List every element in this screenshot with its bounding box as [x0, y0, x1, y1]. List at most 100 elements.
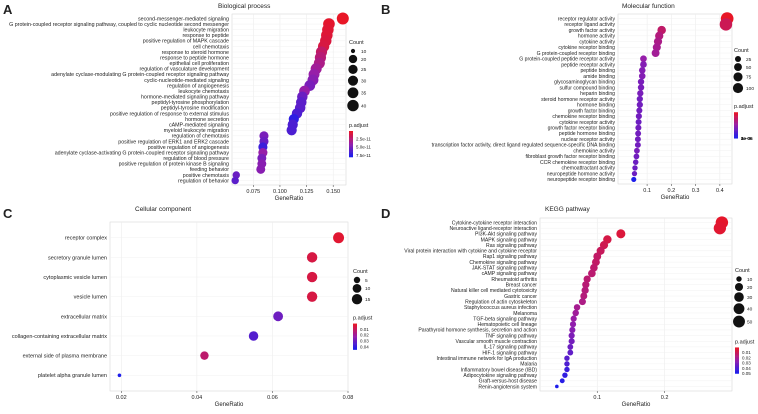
x-tick-label: 0.08 — [343, 395, 354, 401]
size-legend-dot — [736, 276, 742, 282]
size-legend-label: 30 — [361, 78, 367, 84]
color-legend-bar — [735, 359, 739, 361]
color-legend-bar — [353, 326, 357, 329]
color-legend-bar — [734, 126, 738, 128]
size-legend-dot — [732, 82, 744, 94]
color-legend-label: 5.0e-11 — [356, 145, 371, 150]
category-label: collagen-containing extracellular matrix — [12, 334, 107, 340]
color-legend-bar — [353, 327, 357, 330]
panel-d: D KEGG pathway Cytokine-cytokine receptor … — [381, 206, 755, 408]
color-legend-bar — [734, 127, 738, 129]
color-legend-bar — [734, 128, 738, 130]
x-tick-label: 0.06 — [267, 395, 278, 401]
category-label: epithelial cell proliferation — [170, 61, 230, 67]
data-point — [200, 351, 209, 360]
panel-letter: C — [3, 206, 13, 221]
color-legend-bar — [735, 356, 739, 358]
color-legend-bar — [735, 370, 739, 372]
color-legend-bar — [349, 143, 353, 146]
data-point — [633, 153, 640, 160]
size-legend-title: Count — [349, 40, 364, 46]
color-legend-bar — [734, 125, 738, 127]
category-label: regulation of blood pressure — [163, 156, 229, 162]
category-label: positive regulation of MAPK cascade — [143, 39, 229, 45]
size-legend-label: 40 — [361, 103, 367, 109]
data-point — [562, 372, 568, 378]
category-label: response to peptide hormone — [160, 55, 229, 61]
category-label: peptide hormone binding — [559, 131, 615, 137]
color-legend-bar — [353, 335, 357, 337]
panel-letter: B — [381, 2, 390, 17]
size-legend-label: 35 — [361, 91, 367, 97]
data-point — [567, 349, 574, 356]
color-legend-label: 7.5e-11 — [356, 153, 371, 158]
size-legend-label: 10 — [361, 49, 367, 55]
category-label: Inflammatory bowel disease (IBD) — [461, 367, 538, 373]
data-point — [306, 291, 318, 302]
color-legend-bar — [353, 337, 357, 340]
data-point — [634, 136, 641, 143]
color-legend-title: p.adjust — [735, 339, 755, 345]
color-legend-bar — [349, 136, 353, 138]
data-point — [651, 49, 660, 58]
x-tick-label: 0.04 — [192, 395, 203, 401]
category-label: Breast cancer — [506, 282, 538, 288]
panel-title: Cellular component — [135, 206, 191, 213]
category-label: growth factor binding — [568, 108, 615, 114]
panel-letter: A — [3, 2, 13, 17]
data-point — [638, 66, 646, 74]
panel-b: B Molecular function receptor regulator ac… — [381, 2, 754, 201]
color-legend-bar — [735, 363, 739, 366]
color-legend-bar — [353, 336, 357, 338]
color-legend-bar — [353, 343, 357, 345]
color-legend-bar — [735, 347, 739, 349]
color-legend-bar — [734, 118, 738, 121]
color-legend-bar — [353, 328, 357, 331]
size-legend-dot — [352, 283, 362, 293]
category-label: Intestinal immune network for IgA produc… — [436, 356, 537, 362]
color-legend-bar — [349, 151, 353, 153]
data-point — [634, 147, 640, 154]
category-label: Neuroactive ligand-receptor interaction — [450, 226, 538, 232]
color-legend-bar — [735, 351, 739, 354]
data-point — [719, 18, 733, 31]
color-legend-bar — [353, 331, 357, 333]
category-label: cytoplasmic vesicle lumen — [43, 275, 107, 281]
category-label: nuclear receptor activity — [561, 137, 615, 143]
color-legend-bar — [734, 124, 738, 126]
category-label: positive regulation of protein kinase B … — [119, 162, 229, 168]
panel-letter: D — [381, 206, 390, 221]
x-tick-label: 0.2 — [661, 395, 669, 401]
category-label: CCR chemokine receptor binding — [540, 160, 615, 166]
data-point — [306, 271, 318, 283]
category-label: Viral protein interaction with cytokine … — [404, 249, 537, 255]
size-legend-dot — [733, 303, 745, 315]
color-legend-label: 0.02 — [742, 355, 751, 360]
color-legend-bar — [349, 135, 353, 137]
data-point — [567, 343, 574, 350]
category-label: leukocyte migration — [183, 28, 229, 34]
category-label: cytokine activity — [579, 39, 615, 45]
color-legend-bar — [353, 341, 357, 344]
x-axis-label: GeneRatio — [622, 402, 651, 408]
data-point — [232, 171, 240, 179]
color-legend-bar — [349, 138, 353, 140]
data-point — [635, 124, 642, 131]
panel-c: C Cellular component receptor complex secre… — [3, 206, 373, 408]
color-legend-label: 5e-06 — [741, 136, 753, 141]
data-point — [559, 378, 565, 384]
x-tick-label: 0.3 — [692, 188, 700, 194]
category-label: Melanoma — [513, 311, 537, 317]
category-label: Graft-versus-host disease — [479, 379, 537, 385]
color-legend-label: 1e-06 — [741, 136, 753, 141]
category-label: hormone secretion — [185, 117, 229, 123]
color-legend-bar — [349, 145, 353, 147]
data-point — [635, 118, 642, 125]
data-point — [578, 298, 586, 306]
category-label: hormone activity — [578, 34, 616, 40]
color-legend-bar — [349, 155, 353, 158]
category-label: Chemokine signaling pathway — [469, 260, 537, 266]
data-point — [632, 165, 638, 171]
category-label: Hematopoietic cell lineage — [478, 322, 538, 328]
data-point — [636, 95, 643, 103]
